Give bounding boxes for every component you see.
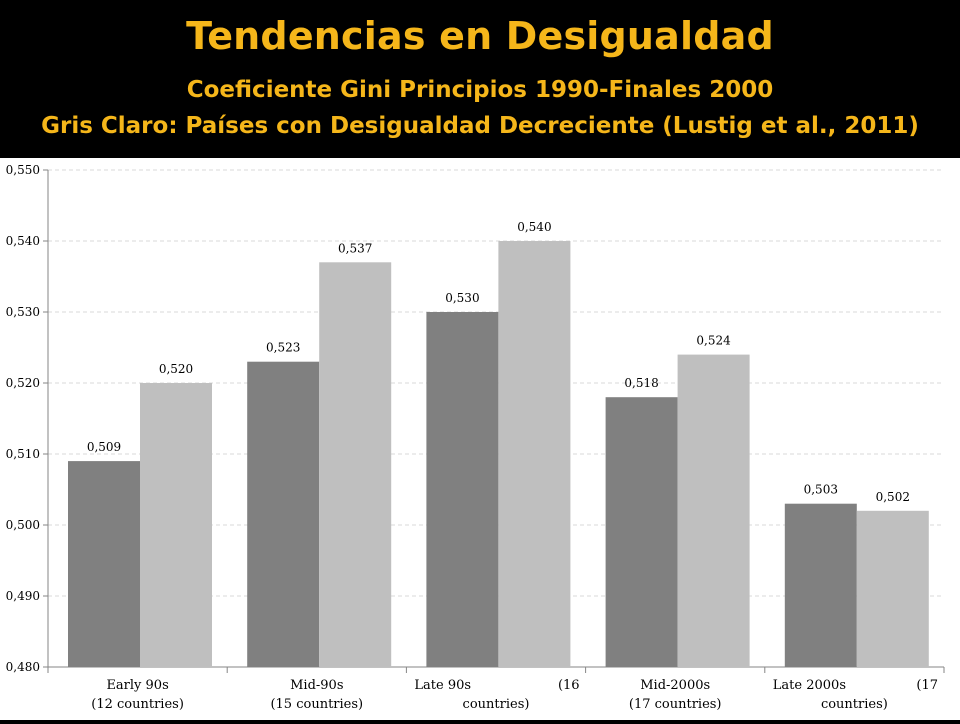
bar-series-1 — [784, 503, 857, 667]
bar-series-2 — [856, 510, 929, 667]
data-label: 0,540 — [517, 220, 551, 234]
slide-subtitle-2: Gris Claro: Países con Desigualdad Decre… — [41, 113, 919, 139]
x-category-label: Mid-2000s — [640, 678, 710, 693]
y-tick-label: 0,520 — [6, 376, 40, 390]
bar-series-1 — [68, 461, 140, 667]
data-label: 0,524 — [696, 334, 731, 348]
x-category-label: Early 90s — [106, 678, 168, 693]
slide-subtitle: Coeficiente Gini Principios 1990-Finales… — [186, 77, 774, 103]
y-tick-label: 0,540 — [6, 234, 40, 248]
x-category-label: countries) — [463, 697, 530, 712]
data-label: 0,520 — [159, 362, 193, 376]
x-category-label: (15 countries) — [270, 697, 363, 712]
y-tick-label: 0,490 — [6, 589, 40, 603]
y-tick-label: 0,480 — [6, 660, 40, 674]
bar-series-1 — [426, 312, 499, 667]
bar-series-2 — [319, 262, 392, 667]
x-category-label: countries) — [821, 697, 888, 712]
bar-series-2 — [498, 241, 571, 667]
y-tick-label: 0,500 — [6, 518, 40, 532]
chart-area: 0,480 0,490 0,500 0,510 0,520 0,530 0,540 0,550… — [0, 158, 960, 720]
x-category-label: (17 countries) — [629, 697, 722, 712]
data-label: 0,523 — [266, 341, 300, 355]
data-label: 0,503 — [804, 483, 838, 497]
x-category-label: Late 90s — [414, 678, 471, 693]
bar-series-1 — [605, 397, 678, 667]
data-label: 0,502 — [876, 490, 910, 504]
data-label: 0,518 — [624, 376, 658, 390]
y-tick-label: 0,510 — [6, 447, 40, 461]
y-tick-label: 0,530 — [6, 305, 40, 319]
bar-series-2 — [677, 354, 750, 667]
slide-header: Tendencias en Desigualdad Coeficiente Gi… — [0, 0, 960, 160]
x-category-label: (16 — [558, 678, 580, 693]
gini-bar-chart: 0,480 0,490 0,500 0,510 0,520 0,530 0,540 0,550… — [6, 163, 945, 712]
slide-title: Tendencias en Desigualdad — [186, 14, 774, 58]
y-tick-label: 0,550 — [6, 163, 40, 177]
data-label: 0,537 — [338, 241, 372, 255]
x-category-label: Mid-90s — [290, 678, 343, 693]
data-label: 0,530 — [445, 291, 479, 305]
data-label: 0,509 — [87, 440, 121, 454]
x-category-label: (17 — [916, 678, 938, 693]
x-category-label: (12 countries) — [91, 697, 184, 712]
bar-series-1 — [247, 361, 320, 667]
bar-series-2 — [140, 383, 212, 667]
x-category-label: Late 2000s — [773, 678, 846, 693]
